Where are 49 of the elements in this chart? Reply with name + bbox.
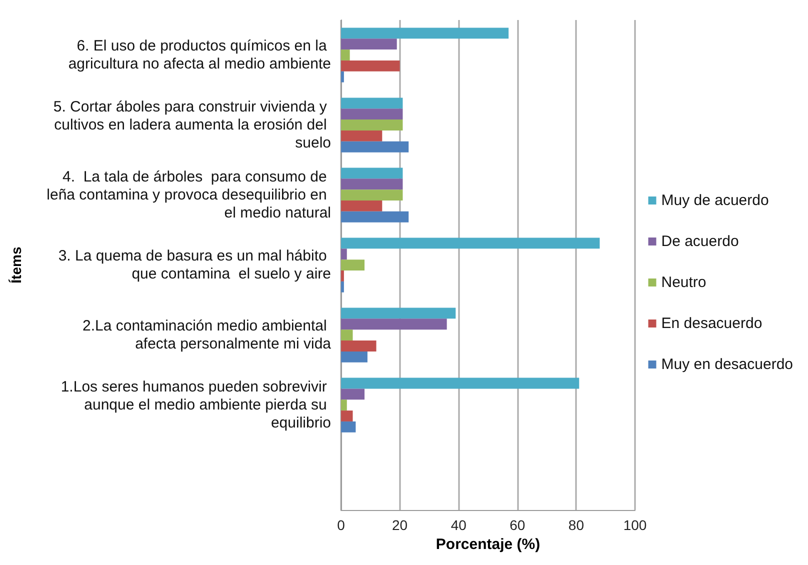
bar	[341, 378, 580, 389]
bar	[341, 211, 409, 222]
bar	[341, 340, 376, 352]
legend-label: En desacuerdo	[661, 315, 762, 332]
bar	[341, 308, 456, 319]
bar	[341, 421, 356, 432]
bar	[341, 400, 347, 411]
y-tick-label: 6. El uso de productos químicos en la agricultura no afecta al medio ambiente	[68, 38, 331, 73]
y-tick-label: 1.Los seres humanos pueden sobrevivir aunque el medio ambiente pierda su equilibrio	[60, 378, 331, 432]
bar	[341, 260, 365, 271]
bar	[341, 318, 447, 330]
bar	[341, 28, 509, 39]
bar	[341, 168, 403, 179]
y-tick-label: 4. La tala de árboles para consumo de leña contamina y provoca desequilibrio en el medio natural	[46, 168, 331, 222]
x-tick-label: 80	[568, 517, 584, 534]
bar	[341, 270, 344, 282]
bar	[341, 248, 347, 260]
legend-label: Neutro	[661, 274, 706, 291]
y-tick-label: 2.La contaminación medio ambiental afecta personalmente mi vida	[82, 318, 332, 353]
bar	[341, 98, 403, 109]
x-tick-label: 100	[623, 517, 647, 534]
bar	[341, 178, 403, 190]
legend-label: Muy en desacuerdo	[661, 356, 793, 373]
legend-label: De acuerdo	[661, 233, 739, 250]
legend-label: Muy de acuerdo	[661, 192, 769, 209]
bar	[341, 38, 397, 50]
bar	[341, 281, 344, 292]
y-axis-title: Ítems	[8, 246, 24, 284]
y-tick-label: 3. La quema de basura es un mal hábito que contamina el suelo y aire	[58, 248, 331, 283]
bar	[341, 108, 403, 120]
bar	[341, 50, 350, 60]
bar	[341, 238, 600, 249]
bar	[341, 71, 344, 82]
bar	[341, 330, 353, 341]
bar	[341, 190, 403, 200]
bar	[341, 130, 382, 142]
bar	[341, 410, 353, 422]
bar	[341, 141, 409, 152]
bar	[341, 60, 400, 72]
x-tick-label: 0	[337, 517, 346, 534]
x-tick-label: 40	[450, 517, 467, 534]
bar	[341, 200, 382, 212]
y-tick-label: 5. Cortar áboles para construir vivienda y cultivos en ladera aumenta la erosión del suelo	[53, 98, 331, 152]
x-axis-title: Porcentaje (%)	[436, 536, 540, 553]
bar	[341, 388, 365, 400]
bar	[341, 351, 368, 362]
x-tick-label: 60	[510, 517, 526, 534]
bar	[341, 120, 403, 130]
x-tick-label: 20	[392, 517, 408, 534]
